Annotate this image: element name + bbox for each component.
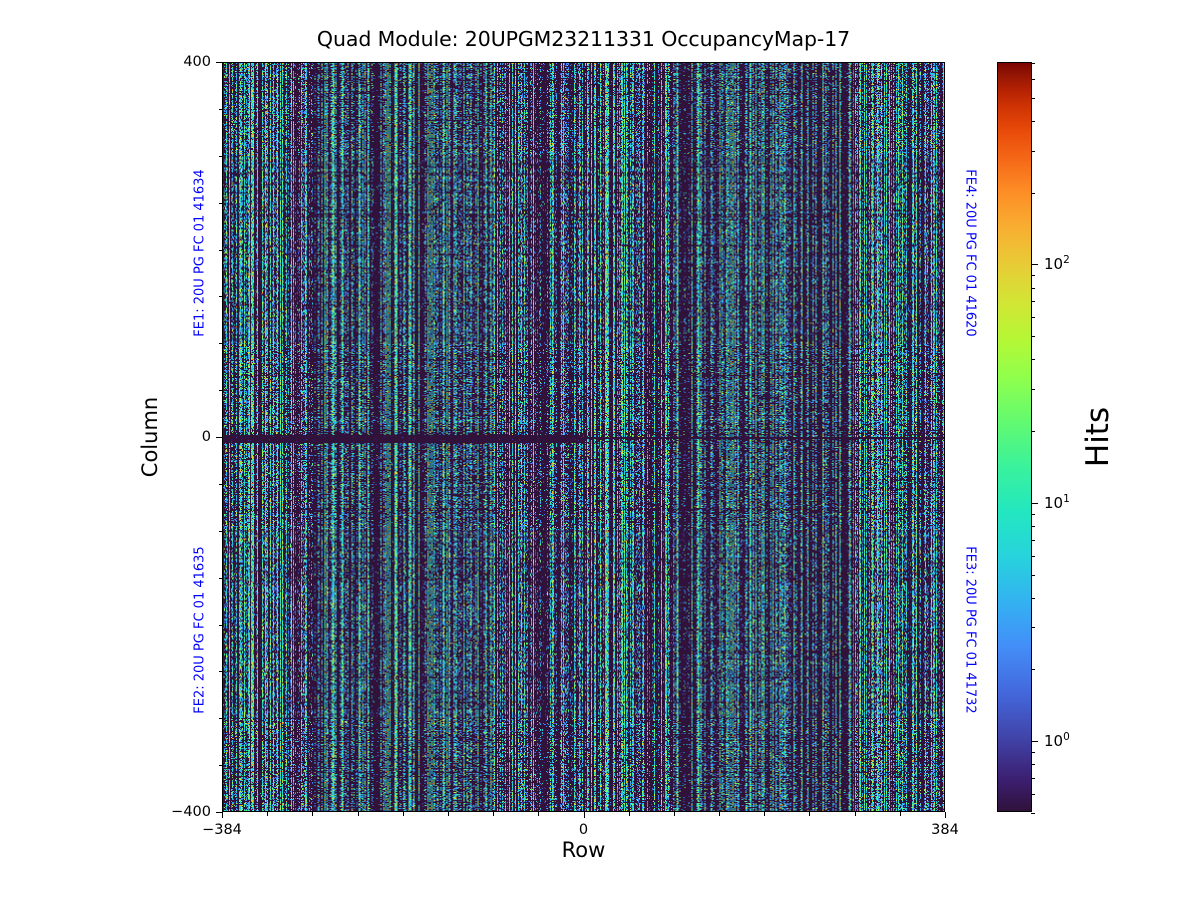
annotation-fe3-text: FE3: 20U PG FC 01 41732 — [962, 546, 978, 714]
colorbar-tick — [1031, 597, 1035, 599]
x-tick — [900, 812, 901, 816]
annotation-fe1-text: FE1: 20U PG FC 01 41634 — [192, 169, 208, 337]
colorbar-tick — [1031, 389, 1035, 391]
colorbar-tick — [1031, 97, 1035, 99]
colorbar-tick — [1031, 741, 1038, 743]
x-tick — [448, 812, 449, 816]
colorbar-tick — [1031, 574, 1035, 576]
colorbar-tick — [1031, 555, 1035, 557]
x-tick — [629, 812, 630, 816]
x-tick — [403, 812, 404, 816]
colorbar[interactable]: 100 101 102 — [997, 62, 1070, 814]
colorbar-tick — [1031, 287, 1035, 289]
colorbar-label-text: Hits — [1080, 406, 1116, 468]
colorbar-tick — [1031, 359, 1035, 361]
y-tick — [216, 437, 222, 438]
y-tick — [218, 671, 222, 672]
colorbar-tick — [1031, 627, 1035, 629]
x-tick — [809, 812, 810, 816]
y-tick — [218, 625, 222, 626]
y-tick — [216, 62, 222, 63]
x-tick — [945, 812, 946, 818]
x-tick — [222, 812, 223, 818]
colorbar-tick — [1031, 813, 1035, 814]
x-tick — [855, 812, 856, 816]
x-tick-label: 0 — [578, 822, 589, 838]
y-tick — [218, 156, 222, 157]
y-tick — [218, 109, 222, 110]
colorbar-tick — [1031, 120, 1035, 122]
colorbar-tick — [1031, 275, 1035, 277]
y-tick — [216, 812, 222, 813]
colorbar-tick-label: 101 — [1044, 492, 1070, 512]
y-tick — [218, 343, 222, 344]
x-tick — [584, 812, 585, 818]
annotation-fe2-text: FE2: 20U PG FC 01 41635 — [192, 546, 208, 714]
x-tick-label: −384 — [202, 822, 242, 838]
y-tick — [218, 390, 222, 391]
colorbar-tick — [1031, 150, 1035, 152]
annotation-fe1: FE1: 20U PG FC 01 41634 — [193, 169, 367, 336]
colorbar-tick — [1031, 431, 1035, 433]
y-tick — [218, 296, 222, 297]
y-tick — [218, 203, 222, 204]
annotation-fe2: FE2: 20U PG FC 01 41635 — [193, 546, 367, 713]
page-title: Quad Module: 20UPGM23211331 OccupancyMap… — [316, 27, 851, 51]
y-tick — [218, 765, 222, 766]
y-tick-label: 400 — [183, 54, 211, 70]
colorbar-tick — [1031, 78, 1035, 80]
x-axis-label: Row — [561, 838, 606, 862]
x-tick — [764, 812, 765, 816]
colorbar-tick — [1031, 317, 1035, 319]
y-tick — [218, 718, 222, 719]
x-tick-label: 384 — [931, 822, 959, 838]
colorbar-tick — [1031, 63, 1035, 64]
y-tick-label: −400 — [171, 804, 211, 820]
colorbar-tick-label: 102 — [1044, 254, 1070, 274]
annotation-fe4-text: FE4: 20U PG FC 01 41620 — [962, 169, 978, 337]
y-tick-label: 0 — [201, 429, 211, 445]
colorbar-tick — [1031, 513, 1035, 515]
x-tick — [358, 812, 359, 816]
y-tick — [218, 578, 222, 579]
y-tick — [218, 531, 222, 532]
x-tick — [538, 812, 539, 816]
colorbar-tick — [1031, 764, 1035, 766]
annotation-fe3: FE3: 20U PG FC 01 41732 — [963, 546, 1137, 713]
heatmap-image — [223, 63, 944, 811]
colorbar-tick — [1031, 336, 1035, 338]
x-tick — [312, 812, 313, 816]
colorbar-tick-label: 100 — [1044, 731, 1070, 751]
colorbar-tick — [1031, 192, 1035, 194]
x-tick — [493, 812, 494, 816]
colorbar-tick — [1031, 752, 1035, 754]
x-tick — [674, 812, 675, 816]
x-tick — [267, 812, 268, 816]
colorbar-tick — [1031, 794, 1035, 796]
colorbar-tick — [1031, 778, 1035, 780]
colorbar-tick — [1031, 301, 1035, 303]
x-tick — [719, 812, 720, 816]
y-tick — [218, 484, 222, 485]
colorbar-tick — [1031, 539, 1035, 541]
occupancy-heatmap-axes[interactable] — [222, 62, 945, 812]
y-axis-label-text: Column — [138, 396, 162, 478]
colorbar-tick — [1031, 264, 1038, 266]
y-tick — [218, 250, 222, 251]
colorbar-tick — [1031, 525, 1035, 527]
colorbar-tick — [1031, 502, 1038, 504]
colorbar-tick — [1031, 669, 1035, 671]
